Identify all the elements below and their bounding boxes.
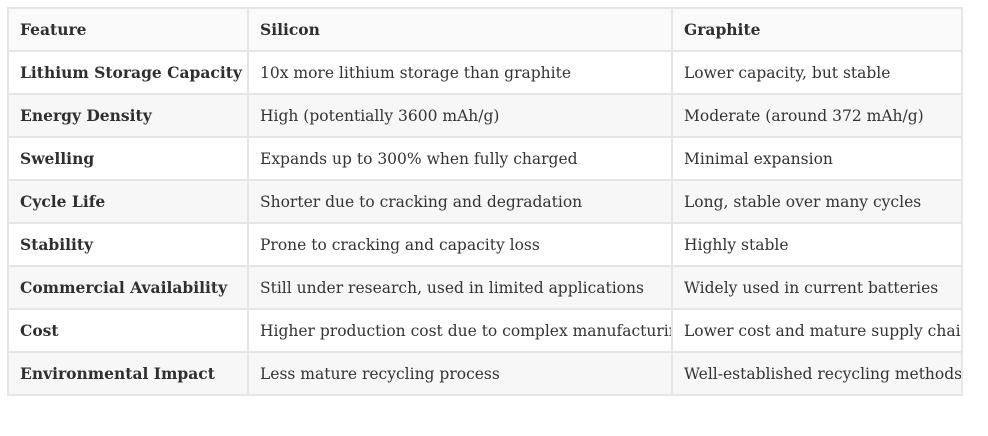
feature-cell: Commercial Availability [7,265,249,310]
feature-cell: Swelling [7,136,249,181]
graphite-cell: Lower cost and mature supply chain [671,308,963,353]
graphite-cell: Widely used in current batteries [671,265,963,310]
feature-cell: Cost [7,308,249,353]
silicon-cell: Shorter due to cracking and degradation [247,179,673,224]
column-header-feature: Feature [7,7,249,52]
table-header-row: Feature Silicon Graphite [7,7,963,52]
feature-cell: Lithium Storage Capacity [7,50,249,95]
silicon-cell: Higher production cost due to complex ma… [247,308,673,353]
table-row: Cycle Life Shorter due to cracking and d… [7,179,963,224]
graphite-cell: Well-established recycling methods [671,351,963,396]
feature-cell: Cycle Life [7,179,249,224]
table-row: Environmental Impact Less mature recycli… [7,351,963,396]
silicon-cell: Less mature recycling process [247,351,673,396]
graphite-cell: Moderate (around 372 mAh/g) [671,93,963,138]
silicon-cell: 10x more lithium storage than graphite [247,50,673,95]
graphite-cell: Minimal expansion [671,136,963,181]
graphite-cell: Long, stable over many cycles [671,179,963,224]
table-row: Swelling Expands up to 300% when fully c… [7,136,963,181]
table-row: Commercial Availability Still under rese… [7,265,963,310]
feature-cell: Stability [7,222,249,267]
comparison-table-container: Feature Silicon Graphite Lithium Storage… [7,7,963,396]
table-row: Energy Density High (potentially 3600 mA… [7,93,963,138]
silicon-vs-graphite-table: Feature Silicon Graphite Lithium Storage… [7,7,963,396]
silicon-cell: Expands up to 300% when fully charged [247,136,673,181]
silicon-cell: High (potentially 3600 mAh/g) [247,93,673,138]
feature-cell: Environmental Impact [7,351,249,396]
silicon-cell: Still under research, used in limited ap… [247,265,673,310]
graphite-cell: Lower capacity, but stable [671,50,963,95]
column-header-graphite: Graphite [671,7,963,52]
table-row: Stability Prone to cracking and capacity… [7,222,963,267]
silicon-cell: Prone to cracking and capacity loss [247,222,673,267]
table-row: Lithium Storage Capacity 10x more lithiu… [7,50,963,95]
column-header-silicon: Silicon [247,7,673,52]
table-row: Cost Higher production cost due to compl… [7,308,963,353]
feature-cell: Energy Density [7,93,249,138]
graphite-cell: Highly stable [671,222,963,267]
